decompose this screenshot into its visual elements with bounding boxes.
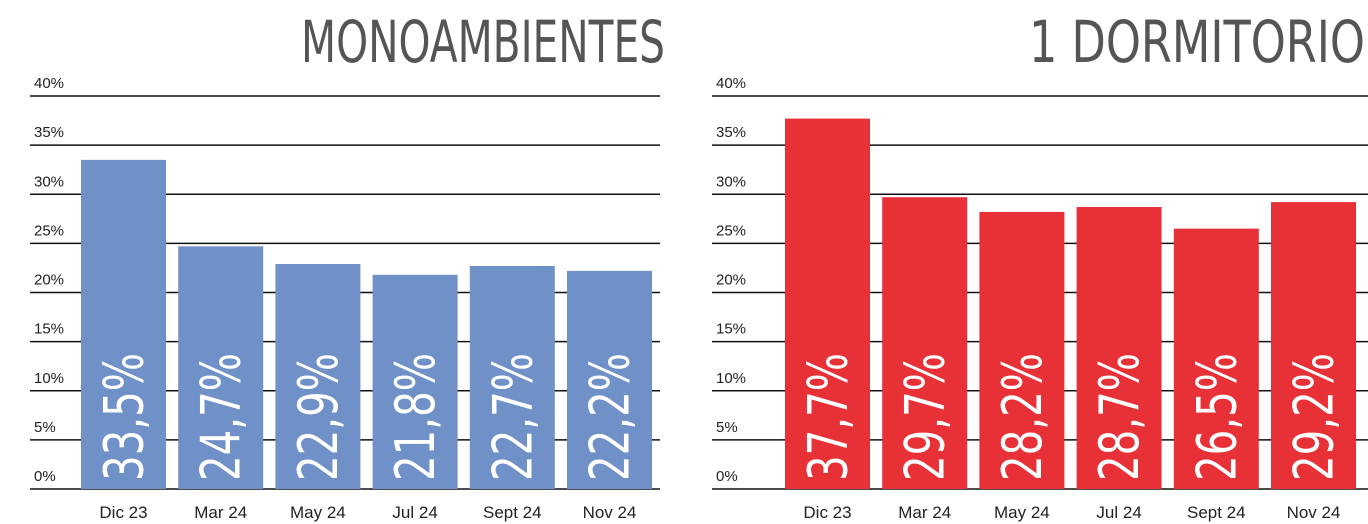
bar bbox=[567, 270, 652, 489]
y-tick-label: 0% bbox=[716, 468, 738, 485]
y-tick-label: 35% bbox=[34, 124, 64, 141]
y-tick-label: 10% bbox=[34, 370, 64, 387]
bar bbox=[882, 197, 968, 489]
bar bbox=[178, 246, 264, 489]
value-label: 22,7% bbox=[481, 353, 544, 481]
bar bbox=[979, 211, 1065, 489]
bar bbox=[1271, 202, 1356, 490]
x-tick-label: Nov 24 bbox=[583, 503, 637, 522]
y-tick-label: 20% bbox=[716, 272, 746, 289]
y-tick-label: 30% bbox=[716, 173, 746, 190]
value-label: 29,7% bbox=[894, 353, 957, 481]
x-tick-label: Jul 24 bbox=[392, 503, 437, 522]
y-tick-label: 40% bbox=[34, 75, 64, 92]
y-tick-label: 5% bbox=[716, 419, 738, 436]
value-label: 22,2% bbox=[579, 353, 642, 481]
value-label: 24,7% bbox=[190, 353, 253, 481]
y-tick-label: 10% bbox=[716, 370, 746, 387]
bar bbox=[275, 264, 361, 489]
bar bbox=[469, 265, 555, 489]
x-tick-label: Sept 24 bbox=[1187, 503, 1246, 522]
y-tick-label: 20% bbox=[34, 272, 64, 289]
x-tick-label: May 24 bbox=[290, 503, 346, 522]
x-tick-label: Dic 23 bbox=[99, 503, 147, 522]
y-tick-label: 0% bbox=[34, 468, 56, 485]
y-tick-label: 15% bbox=[716, 321, 746, 338]
x-tick-label: Mar 24 bbox=[194, 503, 247, 522]
value-label: 22,9% bbox=[287, 353, 350, 481]
value-label: 21,8% bbox=[384, 353, 447, 481]
bar bbox=[81, 159, 166, 490]
x-tick-label: Mar 24 bbox=[898, 503, 951, 522]
x-tick-label: May 24 bbox=[994, 503, 1050, 522]
bar bbox=[1173, 228, 1259, 489]
y-tick-label: 15% bbox=[34, 321, 64, 338]
y-tick-label: 5% bbox=[34, 419, 56, 436]
value-label: 29,2% bbox=[1283, 353, 1346, 481]
x-tick-label: Sept 24 bbox=[483, 503, 542, 522]
y-tick-label: 30% bbox=[34, 173, 64, 190]
y-tick-label: 25% bbox=[34, 222, 64, 239]
y-tick-label: 35% bbox=[716, 124, 746, 141]
value-label: 33,5% bbox=[93, 353, 156, 481]
value-label: 28,7% bbox=[1088, 353, 1151, 481]
value-label: 26,5% bbox=[1185, 353, 1248, 481]
bar bbox=[1076, 207, 1162, 489]
y-tick-label: 25% bbox=[716, 222, 746, 239]
chart-title: 1 DORMITORIO bbox=[1029, 8, 1365, 76]
bar bbox=[372, 274, 458, 489]
x-tick-label: Dic 23 bbox=[803, 503, 851, 522]
value-label: 37,7% bbox=[797, 353, 860, 481]
chart-title: MONOAMBIENTES bbox=[301, 8, 665, 76]
bar bbox=[785, 118, 870, 489]
value-label: 28,2% bbox=[991, 353, 1054, 481]
y-tick-label: 40% bbox=[716, 75, 746, 92]
x-tick-label: Jul 24 bbox=[1096, 503, 1141, 522]
x-tick-label: Nov 24 bbox=[1287, 503, 1341, 522]
